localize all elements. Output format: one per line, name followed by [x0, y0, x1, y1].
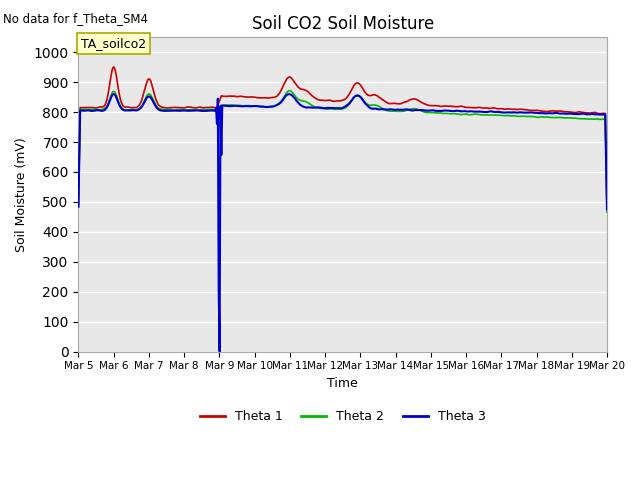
- Y-axis label: Soil Moisture (mV): Soil Moisture (mV): [15, 137, 28, 252]
- Text: No data for f_Theta_SM4: No data for f_Theta_SM4: [3, 12, 148, 25]
- Legend: Theta 1, Theta 2, Theta 3: Theta 1, Theta 2, Theta 3: [195, 405, 491, 428]
- Title: Soil CO2 Soil Moisture: Soil CO2 Soil Moisture: [252, 15, 434, 33]
- X-axis label: Time: Time: [327, 377, 358, 390]
- Text: TA_soilco2: TA_soilco2: [81, 37, 146, 50]
